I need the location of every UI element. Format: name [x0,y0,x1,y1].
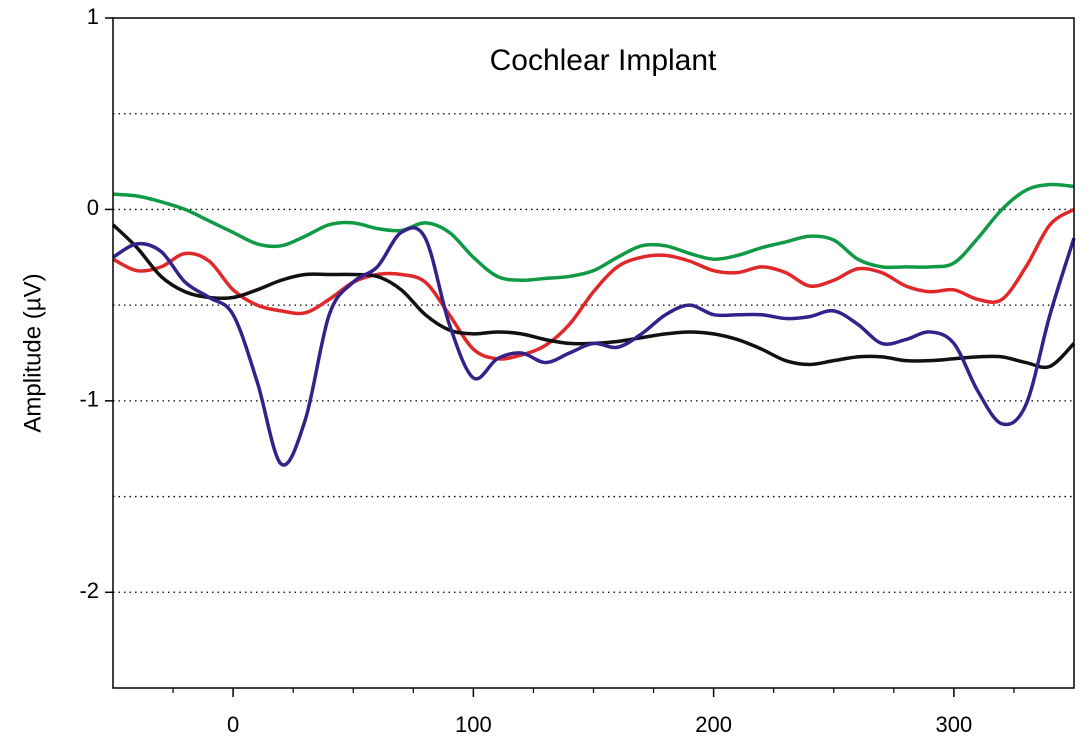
y-axis-label: Amplitude (µV) [19,273,46,432]
y-tick-label: 0 [87,195,99,220]
series-line [111,223,1076,370]
series-line [112,182,1075,283]
y-tick-label: 1 [87,4,99,29]
plot-frame [112,17,1075,689]
y-tick-label: -2 [79,578,99,603]
chart-title: Cochlear Implant [490,44,717,77]
series-line [112,225,1076,467]
series-line [112,207,1075,361]
x-tick-label: 300 [936,712,973,737]
y-tick-label: -1 [79,387,99,412]
x-tick-label: 0 [227,712,239,737]
x-tick-label: 200 [695,712,732,737]
x-tick-label: 100 [455,712,492,737]
